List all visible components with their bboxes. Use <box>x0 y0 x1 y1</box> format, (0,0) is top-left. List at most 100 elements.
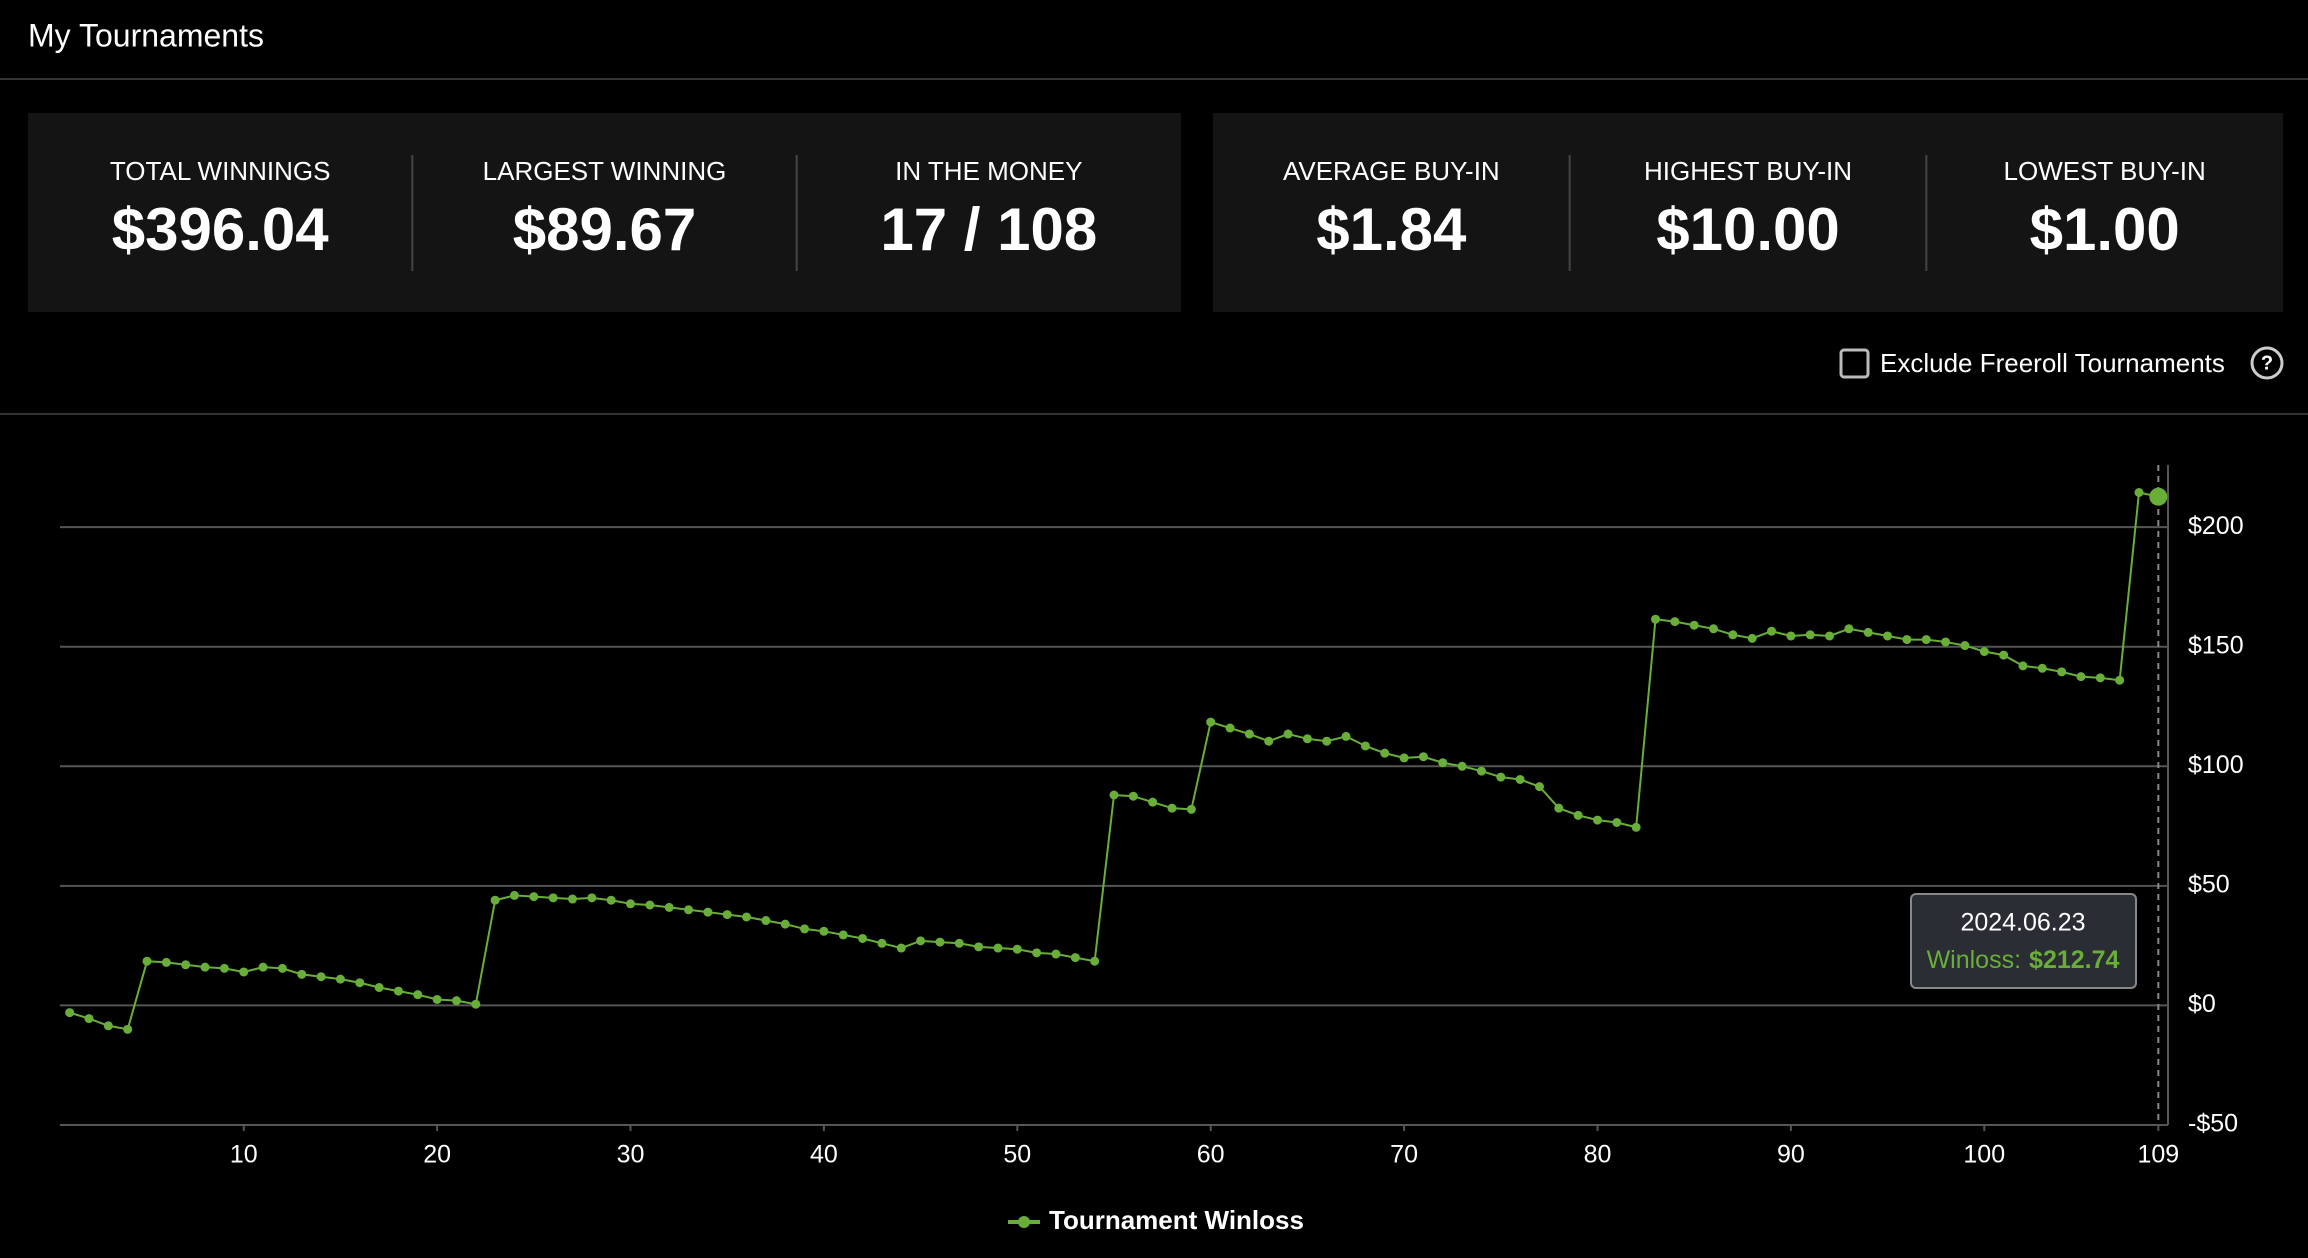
point[interactable] <box>664 902 674 912</box>
point[interactable] <box>2134 488 2144 497</box>
point[interactable] <box>451 996 461 1006</box>
point[interactable] <box>1709 624 1719 634</box>
point[interactable] <box>1921 635 1931 645</box>
point[interactable] <box>2018 661 2028 671</box>
point[interactable] <box>355 978 365 988</box>
point[interactable] <box>374 983 384 992</box>
point[interactable] <box>316 972 326 982</box>
point[interactable] <box>509 890 519 900</box>
point[interactable] <box>142 956 152 966</box>
point[interactable] <box>1592 815 1602 825</box>
point[interactable] <box>838 930 848 940</box>
point[interactable] <box>2057 667 2067 677</box>
point[interactable] <box>780 919 790 929</box>
point[interactable] <box>567 894 577 904</box>
point[interactable] <box>587 893 597 903</box>
point[interactable] <box>1070 953 1080 963</box>
point[interactable] <box>1728 630 1738 640</box>
point[interactable] <box>1786 631 1796 641</box>
point[interactable] <box>1418 752 1428 762</box>
point[interactable] <box>1747 633 1757 643</box>
point[interactable] <box>1554 803 1564 813</box>
point[interactable] <box>1863 627 1873 637</box>
point[interactable] <box>84 1014 94 1024</box>
point[interactable] <box>393 986 403 996</box>
point[interactable] <box>1302 734 1312 744</box>
point[interactable] <box>1689 620 1699 630</box>
point[interactable] <box>161 957 171 967</box>
point[interactable] <box>954 938 964 948</box>
point[interactable] <box>2095 673 2105 683</box>
point[interactable] <box>1167 803 1177 813</box>
point[interactable] <box>219 963 229 973</box>
point[interactable] <box>819 926 829 936</box>
point[interactable] <box>1225 723 1235 733</box>
point[interactable] <box>1941 637 1951 647</box>
point[interactable] <box>684 905 694 915</box>
point[interactable] <box>2149 487 2168 506</box>
point[interactable] <box>1960 641 1970 651</box>
point[interactable] <box>335 974 345 984</box>
point[interactable] <box>1206 717 1216 727</box>
point[interactable] <box>1283 729 1293 739</box>
point[interactable] <box>1380 748 1390 758</box>
point[interactable] <box>413 990 423 1000</box>
point[interactable] <box>529 892 539 902</box>
point[interactable] <box>1341 731 1351 741</box>
point[interactable] <box>1399 753 1409 763</box>
point[interactable] <box>1805 630 1815 640</box>
point[interactable] <box>1612 818 1622 827</box>
point[interactable] <box>626 899 636 909</box>
point[interactable] <box>1999 650 2009 660</box>
point[interactable] <box>1844 624 1854 634</box>
point[interactable] <box>2037 663 2047 673</box>
point[interactable] <box>916 936 926 946</box>
point[interactable] <box>1883 631 1893 641</box>
point[interactable] <box>1244 729 1254 739</box>
point[interactable] <box>1186 804 1196 814</box>
help-icon[interactable] <box>2250 346 2284 380</box>
point[interactable] <box>1128 791 1138 801</box>
point[interactable] <box>761 916 771 926</box>
legend-label[interactable]: Tournament Winloss <box>1049 1205 1304 1235</box>
point[interactable] <box>200 962 210 972</box>
point[interactable] <box>1476 766 1486 776</box>
point[interactable] <box>432 994 442 1004</box>
point[interactable] <box>1109 790 1119 800</box>
checkbox-label[interactable]: Exclude Freeroll Tournaments <box>1880 348 2225 378</box>
point[interactable] <box>297 969 307 979</box>
point[interactable] <box>2115 675 2125 685</box>
point[interactable] <box>1825 631 1835 641</box>
point[interactable] <box>1322 736 1332 746</box>
point[interactable] <box>181 960 191 970</box>
point[interactable] <box>1979 647 1989 657</box>
point[interactable] <box>548 893 558 903</box>
point[interactable] <box>1148 797 1158 807</box>
point[interactable] <box>1012 944 1022 954</box>
point[interactable] <box>1631 822 1641 832</box>
point[interactable] <box>877 938 887 948</box>
point[interactable] <box>645 900 655 910</box>
point[interactable] <box>1902 635 1912 645</box>
point[interactable] <box>277 963 287 973</box>
point[interactable] <box>1090 956 1100 966</box>
point[interactable] <box>1438 758 1448 768</box>
point[interactable] <box>239 967 249 977</box>
point[interactable] <box>471 999 481 1009</box>
point[interactable] <box>1515 774 1525 784</box>
point[interactable] <box>722 910 732 920</box>
point[interactable] <box>2076 672 2086 682</box>
point[interactable] <box>1360 741 1370 751</box>
point[interactable] <box>103 1021 113 1031</box>
point[interactable] <box>935 937 945 947</box>
point[interactable] <box>1573 810 1583 820</box>
point[interactable] <box>123 1024 133 1034</box>
point[interactable] <box>703 907 713 917</box>
point[interactable] <box>606 895 616 905</box>
point[interactable] <box>858 933 868 943</box>
point[interactable] <box>742 912 752 922</box>
point[interactable] <box>993 943 1003 953</box>
point[interactable] <box>1032 948 1042 958</box>
point[interactable] <box>1457 761 1467 771</box>
point[interactable] <box>974 942 984 952</box>
